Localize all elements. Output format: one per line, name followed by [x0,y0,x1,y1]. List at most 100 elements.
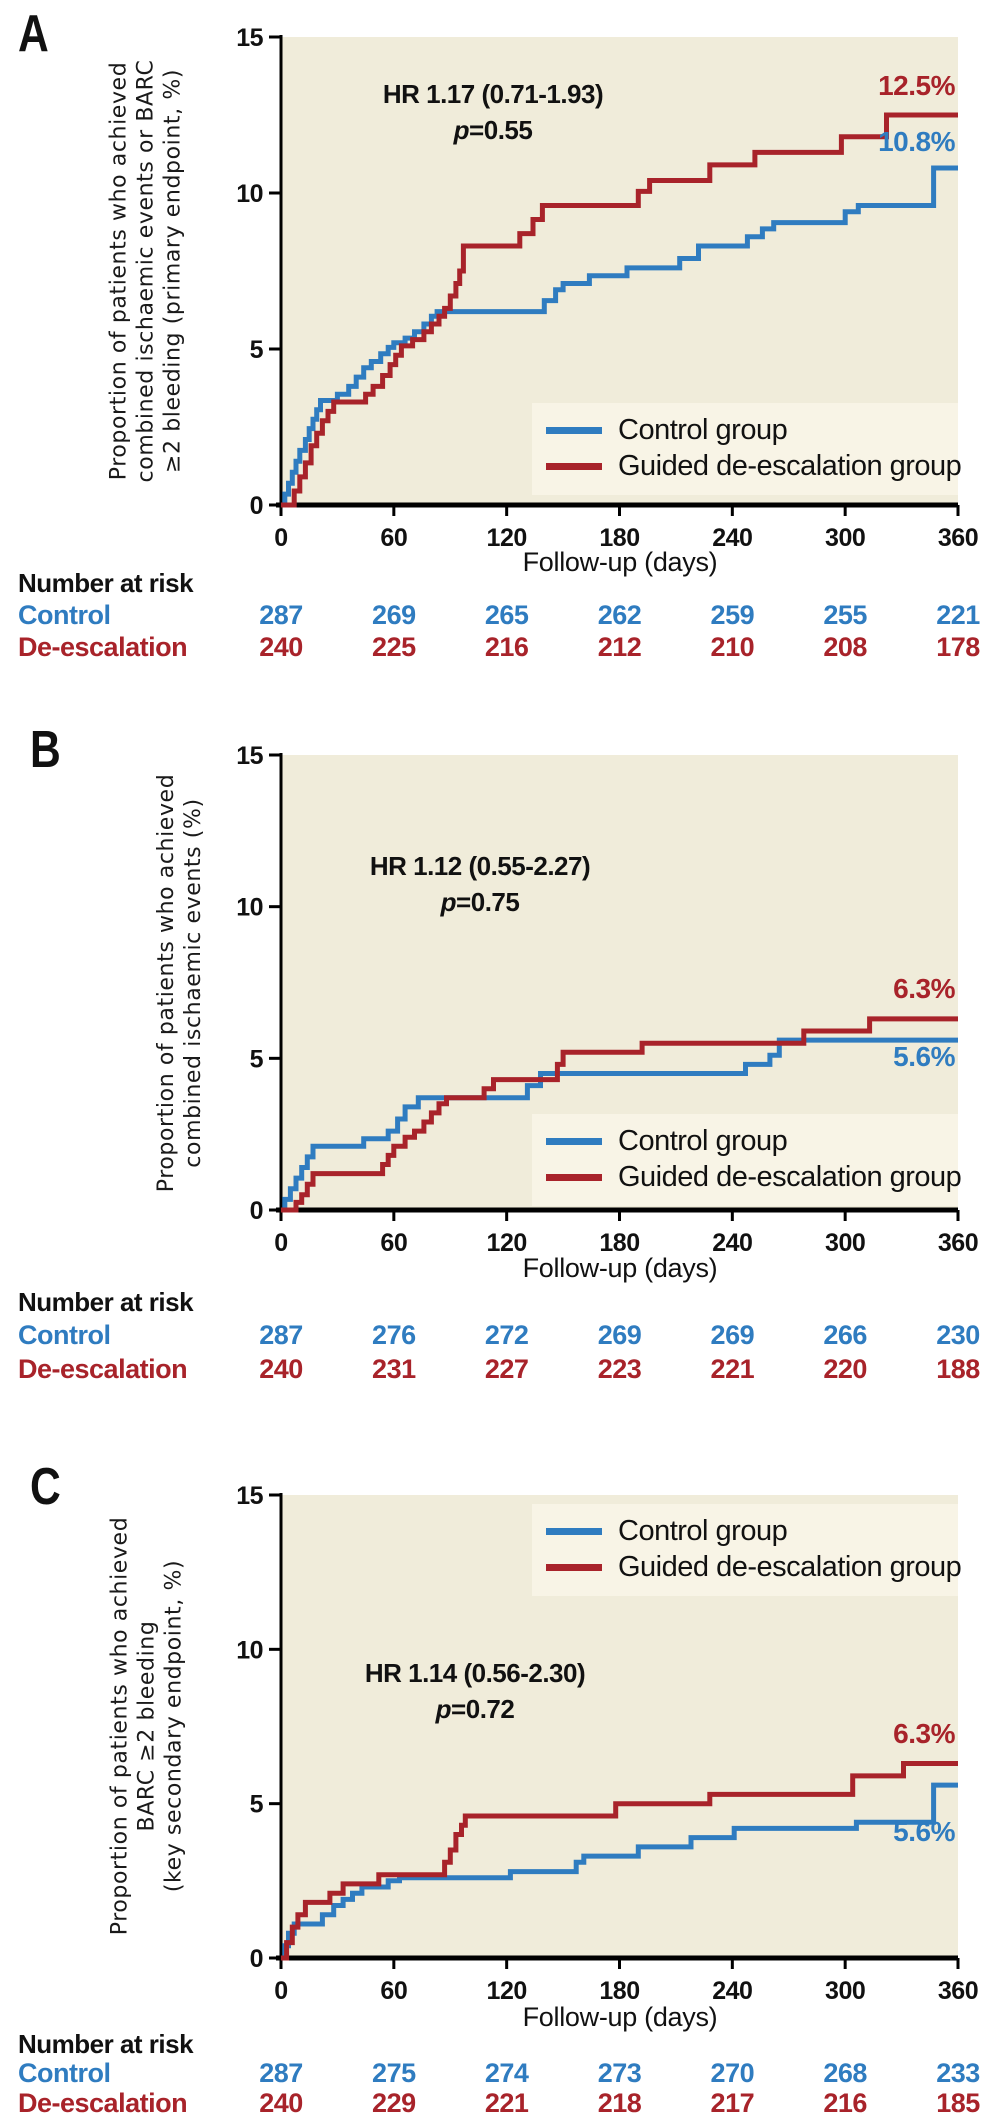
x-tick-label: 300 [825,524,865,552]
risk-value: 287 [259,600,303,630]
x-tick-label: 0 [274,1229,287,1257]
x-tick-label: 300 [825,1229,865,1257]
legend-item-control: Control group [546,413,788,446]
hr-annotation: HR 1.14 (0.56-2.30) p=0.72 [315,1655,635,1727]
legend-item-deescalation: Guided de-escalation group [546,1551,962,1583]
legend-item-control: Control group [546,1515,788,1547]
panel-C: C Proportion of patients who achieved BA… [0,1425,1004,2126]
risk-value: 262 [597,600,642,630]
km-curve-control [281,1037,958,1213]
risk-value: 269 [372,600,416,630]
risk-value: 269 [597,1320,642,1350]
risk-row-label: De-escalation [18,632,188,662]
legend-item-deescalation: Guided de-escalation group [546,449,962,482]
risk-row-deescalation: De-escalation 240 229 221 218 217 216 185 [0,2088,1004,2120]
y-tick-label: 15 [236,742,263,770]
risk-row-deescalation: De-escalation 240 231 227 223 221 220 188 [0,1354,1004,1386]
y-tick-label: 0 [250,1945,263,1973]
risk-value: 231 [372,1354,416,1384]
legend-label: Control group [618,413,788,446]
hr-text: HR 1.12 (0.55-2.27) [369,851,591,881]
x-tick-label: 180 [599,1977,639,2005]
x-axis-title: Follow-up (days) [522,2002,718,2032]
deescalation-end-label: 12.5% [878,70,955,101]
deescalation-end-label: 6.3% [893,1718,955,1749]
risk-value: 225 [372,632,416,662]
risk-value: 287 [259,1320,303,1350]
p-symbol: p [435,1694,452,1724]
y-tick-label: 10 [236,180,263,208]
risk-value: 230 [936,1320,980,1350]
risk-value: 275 [372,2058,416,2088]
p-text: =0.55 [469,115,533,145]
risk-value: 240 [259,1354,303,1384]
control-line-swatch [546,1527,602,1535]
panel-letter: C [30,1458,61,1516]
panel-letter: B [30,721,61,779]
deescalation-line-swatch [546,462,602,470]
risk-value: 269 [710,1320,755,1350]
deescalation-line-swatch [546,1173,602,1181]
risk-value: 221 [710,1354,755,1384]
risk-value: 266 [823,1320,867,1350]
x-tick-label: 0 [274,1977,287,2005]
x-tick-label: 360 [938,524,978,552]
x-tick-label: 180 [599,524,639,552]
risk-value: 273 [597,2058,642,2088]
risk-value: 216 [484,632,529,662]
x-tick-label: 0 [274,524,287,552]
p-value: p=0.75 [320,884,640,920]
x-tick-label: 120 [487,524,527,552]
p-text: =0.75 [456,887,520,917]
x-axis-title: Follow-up (days) [522,1253,718,1283]
hr-annotation: HR 1.12 (0.55-2.27) p=0.75 [320,848,640,920]
x-tick-label: 120 [487,1977,527,2005]
x-tick-label: 60 [380,524,407,552]
x-tick-label: 180 [599,1229,639,1257]
y-tick-label: 0 [250,1197,263,1225]
legend-label: Guided de-escalation group [618,449,962,482]
risk-value: 178 [936,632,980,662]
risk-value: 233 [936,2058,980,2088]
risk-value: 212 [597,632,642,662]
risk-value: 185 [936,2088,980,2118]
legend: Control group Guided de-escalation group [532,403,962,495]
panel-letter: A [18,5,49,63]
p-value: p=0.55 [333,112,653,148]
y-tick-label: 5 [250,1791,264,1819]
risk-row-deescalation: De-escalation 240 225 216 212 210 208 178 [0,632,1004,664]
panel-B: B Proportion of patients who achieved co… [0,702,1004,1425]
risk-row-label: Control [18,1320,111,1350]
control-end-label: 10.8% [878,126,955,157]
x-tick-label: 60 [380,1977,407,2005]
risk-row-label: Control [18,600,111,630]
km-curve-deescalation [281,1016,958,1213]
risk-value: 265 [484,600,529,630]
y-tick-label: 10 [236,1636,263,1664]
p-symbol: p [453,115,470,145]
risk-value: 208 [823,632,867,662]
risk-value: 240 [259,2088,303,2118]
x-tick-label: 360 [938,1229,978,1257]
risk-value: 216 [823,2088,867,2118]
control-line-swatch [546,426,602,434]
panel-A: A Proportion of patients who achieved co… [0,0,1004,702]
risk-value: 272 [484,1320,529,1350]
control-end-label: 5.6% [893,1816,955,1847]
risk-row-control: Control 287 275 274 273 270 268 233 [0,2058,1004,2090]
km-curve-deescalation [281,112,958,508]
risk-value: 218 [597,2088,642,2118]
risk-value: 274 [484,2058,529,2088]
risk-value: 221 [484,2088,529,2118]
legend: Control group Guided de-escalation group [532,1114,962,1206]
y-tick-label: 15 [236,24,263,52]
risk-value: 276 [372,1320,416,1350]
x-axis-title: Follow-up (days) [522,547,718,577]
risk-value: 210 [710,632,755,662]
number-at-risk-header: Number at risk [18,568,194,598]
y-tick-label: 5 [250,336,264,364]
number-at-risk-header: Number at risk [18,2029,194,2059]
risk-value: 227 [484,1354,529,1384]
x-tick-label: 120 [487,1229,527,1257]
risk-value: 220 [823,1354,867,1384]
